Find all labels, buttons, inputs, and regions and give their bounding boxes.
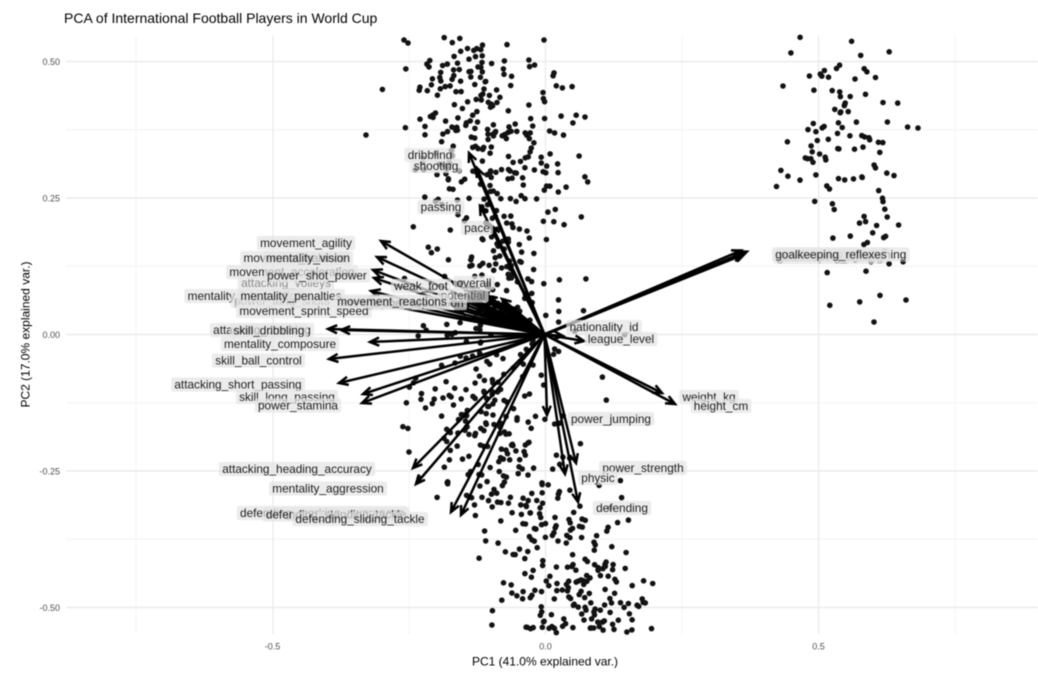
svg-text:power_shot_power: power_shot_power <box>267 269 367 283</box>
svg-text:power_stamina: power_stamina <box>258 399 338 413</box>
svg-text:height_cm: height_cm <box>694 399 749 413</box>
svg-text:mentality_composure: mentality_composure <box>224 337 337 351</box>
svg-text:mentality_aggression: mentality_aggression <box>272 482 383 496</box>
svg-text:-0.5: -0.5 <box>265 642 281 652</box>
svg-text:PC2 (17.0% explained var.): PC2 (17.0% explained var.) <box>19 261 33 407</box>
svg-text:0.00: 0.00 <box>42 330 60 340</box>
svg-text:attacking_heading_accuracy: attacking_heading_accuracy <box>222 462 372 476</box>
svg-text:-0.25: -0.25 <box>39 466 60 476</box>
svg-text:defending_sliding_tackle: defending_sliding_tackle <box>295 512 425 526</box>
svg-text:PC1 (41.0% explained var.): PC1 (41.0% explained var.) <box>472 655 618 669</box>
svg-text:0.50: 0.50 <box>42 57 60 67</box>
svg-text:goalkeeping_reflexes: goalkeeping_reflexes <box>775 248 887 262</box>
svg-text:pace: pace <box>464 221 490 235</box>
svg-text:league_level: league_level <box>588 332 654 346</box>
svg-text:0.5: 0.5 <box>812 642 825 652</box>
svg-text:mentality_penalties: mentality_penalties <box>241 289 342 303</box>
svg-text:movement_agility: movement_agility <box>260 236 352 250</box>
svg-text:PCA of International Football: PCA of International Football Players in… <box>64 10 378 26</box>
svg-text:mentality_vision: mentality_vision <box>266 251 350 265</box>
svg-text:skill_ball_control: skill_ball_control <box>215 354 302 368</box>
svg-text:weak_foot: weak_foot <box>393 279 448 293</box>
svg-text:defending: defending <box>596 501 648 515</box>
svg-text:power_jumping: power_jumping <box>571 412 651 426</box>
svg-text:nationality_id: nationality_id <box>570 320 639 334</box>
svg-text:attacking_short_passing: attacking_short_passing <box>174 378 301 392</box>
svg-text:skill_dribbling: skill_dribbling <box>234 324 305 338</box>
svg-text:power_strength: power_strength <box>602 461 683 475</box>
svg-text:movement_reactions: movement_reactions <box>337 295 447 309</box>
svg-text:dribbling: dribbling <box>408 148 453 162</box>
svg-text:-0.50: -0.50 <box>39 603 60 613</box>
svg-text:shooting: shooting <box>414 159 459 173</box>
svg-text:physic: physic <box>581 471 615 485</box>
svg-text:0.25: 0.25 <box>42 193 60 203</box>
svg-text:potential: potential <box>441 289 486 303</box>
svg-text:0.0: 0.0 <box>539 642 552 652</box>
svg-text:overall: overall <box>457 276 492 290</box>
svg-text:passing: passing <box>421 200 462 214</box>
